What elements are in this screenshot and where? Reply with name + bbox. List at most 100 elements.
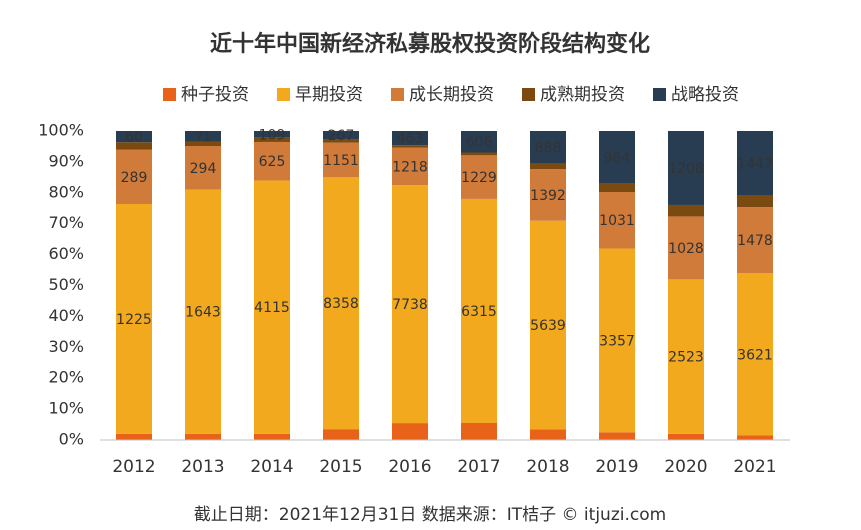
legend-swatch [522, 88, 535, 101]
bar-segment [530, 169, 566, 221]
bar-segment [599, 248, 635, 433]
data-label: 2523 [668, 350, 704, 366]
legend-swatch [163, 88, 176, 101]
bar-segment [254, 131, 290, 138]
legend-label: 成熟期投资 [540, 84, 625, 105]
data-label: 71 [194, 129, 212, 145]
y-tick-label: 50% [48, 275, 84, 294]
y-tick-label: 10% [48, 399, 84, 418]
bar-segment [392, 185, 428, 424]
bar-segment [323, 131, 359, 140]
x-tick-label: 2014 [250, 457, 293, 477]
bar-segment [254, 180, 290, 434]
data-label: 267 [328, 128, 355, 144]
x-tick-label: 2012 [112, 457, 155, 477]
data-label: 964 [604, 150, 631, 166]
x-tick-label: 2016 [388, 457, 431, 477]
bar-segment [116, 131, 152, 143]
data-label: 5639 [530, 318, 566, 334]
data-label: 625 [259, 154, 286, 170]
y-tick-label: 100% [38, 121, 84, 140]
data-label: 1447 [737, 156, 773, 172]
data-label: 3621 [737, 347, 773, 363]
bar-segment [737, 435, 773, 440]
data-label: 1229 [461, 170, 497, 186]
bar-segment [668, 204, 704, 217]
bar-segment [254, 137, 290, 142]
data-label: 60 [125, 130, 143, 146]
bar-segment [116, 142, 152, 150]
y-tick-label: 20% [48, 368, 84, 387]
bar-segment [392, 145, 428, 148]
bar-segment [599, 432, 635, 440]
x-tick-label: 2021 [733, 457, 776, 477]
x-tick-label: 2015 [319, 457, 362, 477]
y-tick-label: 40% [48, 306, 84, 325]
bar-segment [668, 279, 704, 434]
bar-segment [530, 131, 566, 164]
legend-swatch [653, 88, 666, 101]
bar-segment [185, 131, 221, 142]
data-label: 1151 [323, 153, 359, 169]
bar-segment [392, 147, 428, 186]
x-tick-label: 2019 [595, 457, 638, 477]
bar-segment [461, 152, 497, 156]
bar-segment [116, 433, 152, 440]
y-tick-label: 70% [48, 213, 84, 232]
y-tick-label: 0% [59, 430, 84, 449]
bar-segment [392, 423, 428, 440]
bar-segment [185, 433, 221, 440]
bar-segment [668, 433, 704, 440]
legend-swatch [391, 88, 404, 101]
bar-segment [737, 131, 773, 196]
bar-segment [737, 207, 773, 274]
data-label: 8358 [323, 296, 359, 312]
bar-segment [668, 131, 704, 205]
data-label: 1218 [392, 159, 428, 175]
bar-segment [530, 220, 566, 430]
bar-segment [185, 141, 221, 147]
bar-segment [599, 183, 635, 193]
legend-label: 战略投资 [671, 85, 739, 105]
legend-label: 种子投资 [181, 85, 249, 105]
x-tick-label: 2018 [526, 457, 569, 477]
legend-label: 成长期投资 [409, 85, 494, 105]
bar-segment [185, 146, 221, 190]
data-label: 6315 [461, 304, 497, 320]
data-label: 289 [121, 170, 148, 186]
bar-segment [254, 433, 290, 440]
footnote: 截止日期：2021年12月31日 数据来源：IT桔子 © itjuzi.com [194, 505, 666, 525]
data-label: 1478 [737, 233, 773, 249]
bar-segment [461, 155, 497, 199]
bar-segment [323, 177, 359, 430]
bar-segment [599, 131, 635, 184]
data-label: 463 [397, 131, 424, 147]
data-label: 4115 [254, 300, 290, 316]
legend-label: 早期投资 [295, 85, 363, 105]
bar-segment [323, 139, 359, 143]
x-tick-label: 2017 [457, 457, 500, 477]
data-label: 888 [535, 140, 562, 156]
y-tick-label: 90% [48, 151, 84, 170]
bar-segment [530, 429, 566, 440]
bar-segment [461, 422, 497, 440]
chart-title: 近十年中国新经济私募股权投资阶段结构变化 [210, 31, 650, 57]
bar-segment [116, 203, 152, 434]
data-label: 1031 [599, 213, 635, 229]
bar-segment [530, 163, 566, 170]
bar-segment [185, 189, 221, 434]
x-tick-label: 2013 [181, 457, 224, 477]
x-tick-label: 2020 [664, 457, 707, 477]
bar-segment [668, 216, 704, 280]
bar-segment [116, 149, 152, 204]
data-label: 3357 [599, 333, 635, 349]
data-label: 1392 [530, 188, 566, 204]
data-label: 1208 [668, 161, 704, 177]
data-label: 294 [190, 161, 217, 177]
legend-swatch [277, 88, 290, 101]
data-label: 7738 [392, 297, 428, 313]
bar-segment [737, 273, 773, 436]
y-tick-label: 60% [48, 244, 84, 263]
bar-segment [323, 142, 359, 178]
